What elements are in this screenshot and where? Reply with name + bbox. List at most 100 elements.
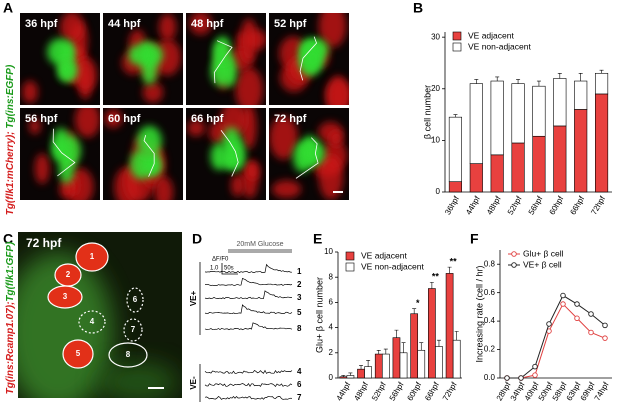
bar <box>594 72 609 95</box>
bar <box>357 368 365 379</box>
side-label-green: Tg(ins:EGFP) <box>5 64 16 129</box>
scale-label: 1.0 <box>210 266 219 272</box>
y-tick-label: 6 <box>329 298 334 307</box>
error-bar <box>341 375 346 377</box>
bar <box>511 83 525 144</box>
tile-label: 60 hpf <box>108 113 141 125</box>
legend-label: VE+ β cell <box>523 259 562 269</box>
bar <box>490 154 504 193</box>
red-signal <box>240 18 258 63</box>
bar <box>574 80 588 110</box>
red-signal <box>230 173 245 197</box>
red-signal <box>158 13 177 41</box>
y-tick-label: 10 <box>431 135 440 144</box>
bar <box>532 135 546 193</box>
red-signal <box>318 154 344 200</box>
tile-label: 52 hpf <box>274 18 307 30</box>
stimulus-label: 20mM Glucose <box>236 241 283 248</box>
cell-label: 5 <box>76 349 81 358</box>
calcium-trace <box>204 263 293 274</box>
scale-label: 50s <box>224 266 234 272</box>
side-label: Tg(ins:Rcamp1.07);Tg(flk1:GFP) <box>5 241 16 394</box>
green-signal <box>210 57 232 87</box>
legend-swatch <box>511 251 517 257</box>
vessel-trace <box>295 137 319 179</box>
error-bar <box>376 349 381 355</box>
bar <box>594 93 609 193</box>
bar <box>339 376 348 379</box>
legend-label: VE adjacent <box>468 30 514 40</box>
green-signal <box>52 127 70 156</box>
vessel-trace <box>52 128 76 177</box>
stimulus-bar <box>228 249 292 253</box>
panel-letter: A <box>3 0 13 16</box>
point <box>574 301 580 307</box>
calcium-trace <box>204 277 293 286</box>
red-signal <box>318 13 347 48</box>
red-signal <box>154 176 174 200</box>
panel-letter: D <box>192 231 202 247</box>
point <box>588 311 594 317</box>
green-signal <box>210 142 228 171</box>
red-signal <box>104 108 123 128</box>
y-tick-label: 0.0 <box>484 373 496 382</box>
x-tick-label: 48hpf <box>485 194 503 217</box>
legend-label: VE non-adjacent <box>361 261 424 271</box>
error-bar <box>453 114 458 118</box>
red-signal <box>142 81 164 103</box>
x-tick-label: 66hpf <box>423 380 441 403</box>
point <box>532 363 538 370</box>
green-signal <box>302 141 326 166</box>
calcium-trace <box>204 304 293 315</box>
green-signal <box>136 125 162 157</box>
green-signal <box>302 45 324 72</box>
bar <box>364 366 372 379</box>
cell-outline <box>123 318 143 342</box>
x-tick-label: 60hpf <box>405 380 423 403</box>
x-tick-label: 74hpf <box>593 380 611 403</box>
y-tick-label: 0.2 <box>484 345 496 354</box>
error-bar <box>436 339 441 347</box>
tile-label: 66 hpf <box>191 113 224 125</box>
x-tick-label: 36hpf <box>443 194 461 217</box>
calcium-trace <box>204 382 293 387</box>
tile-label: 36 hpf <box>25 18 58 30</box>
green-signal <box>128 45 145 65</box>
cell-outline <box>47 285 83 309</box>
group-label: VE+ <box>189 291 198 307</box>
legend-swatch <box>452 42 462 52</box>
cell-label: 4 <box>90 317 95 326</box>
vessel-trace <box>299 36 317 81</box>
point <box>574 315 580 322</box>
red-signal <box>329 130 344 148</box>
green-signal <box>57 58 73 81</box>
vessel-trace <box>143 135 155 177</box>
x-tick-label: 56hpf <box>527 194 545 217</box>
micrograph: 56 hpf <box>20 108 100 200</box>
bar <box>532 85 546 137</box>
legend-swatch <box>345 262 355 272</box>
micrograph: 48 hpf <box>186 13 266 105</box>
red-signal <box>271 180 302 199</box>
tile-label: 72 hpf <box>274 113 307 125</box>
cell-label: 2 <box>66 270 71 279</box>
significance: * <box>416 298 420 308</box>
y-tick-label: 10 <box>324 247 333 256</box>
point <box>602 322 608 329</box>
x-tick-label: 66hpf <box>568 194 586 217</box>
bar <box>452 339 461 379</box>
side-label-red: Tg(ins:Rcamp1.07); <box>5 302 16 395</box>
trace-label: 5 <box>297 308 302 317</box>
panel-letter: F <box>470 231 479 247</box>
legend-swatch <box>452 31 462 41</box>
red-signal <box>74 108 100 138</box>
x-tick-label: 56hpf <box>388 380 406 403</box>
y-axis-label: β cell number <box>422 85 432 139</box>
bar <box>374 353 383 379</box>
cell-outline <box>126 287 144 313</box>
panel-letter: C <box>3 231 13 247</box>
cell-label: 7 <box>131 325 136 334</box>
cell-outline <box>75 242 109 272</box>
micrograph: 1 2 3 4 5 6 7 8 72 hpf <box>18 232 182 398</box>
y-tick-label: 8 <box>329 272 334 281</box>
